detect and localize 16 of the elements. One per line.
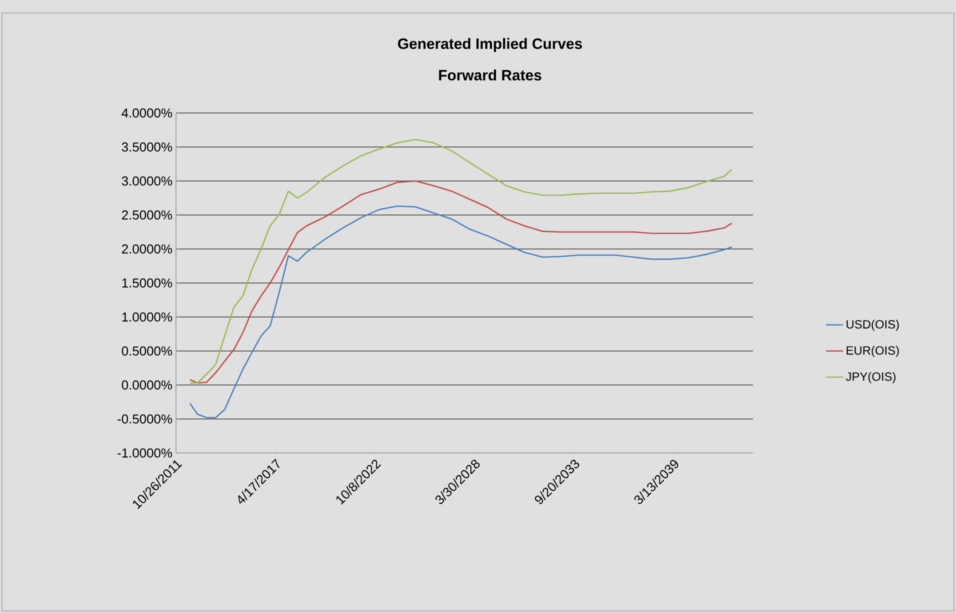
y-tick-label: 3.0000% [122,176,172,186]
y-tick-label: 4.0000% [122,108,172,118]
y-tick-label: 0.5000% [122,346,172,356]
chart-title: Generated Implied Curves [398,38,582,52]
y-tick-label: 2.0000% [122,244,172,254]
legend-label: USD(OIS) [846,320,899,331]
y-tick-label: 1.0000% [122,312,172,322]
chart-subtitle: Forward Rates [439,70,542,80]
y-tick-label: 3.5000% [122,142,172,152]
y-tick-label: 2.5000% [122,210,172,220]
legend-label: JPY(OIS) [846,372,896,384]
y-tick-label: -0.5000% [118,414,172,424]
y-tick-label: 0.0000% [122,380,172,390]
legend-label: EUR(OIS) [846,346,899,358]
y-tick-label: 1.5000% [122,278,172,288]
y-tick-label: -1.0000% [118,448,172,458]
